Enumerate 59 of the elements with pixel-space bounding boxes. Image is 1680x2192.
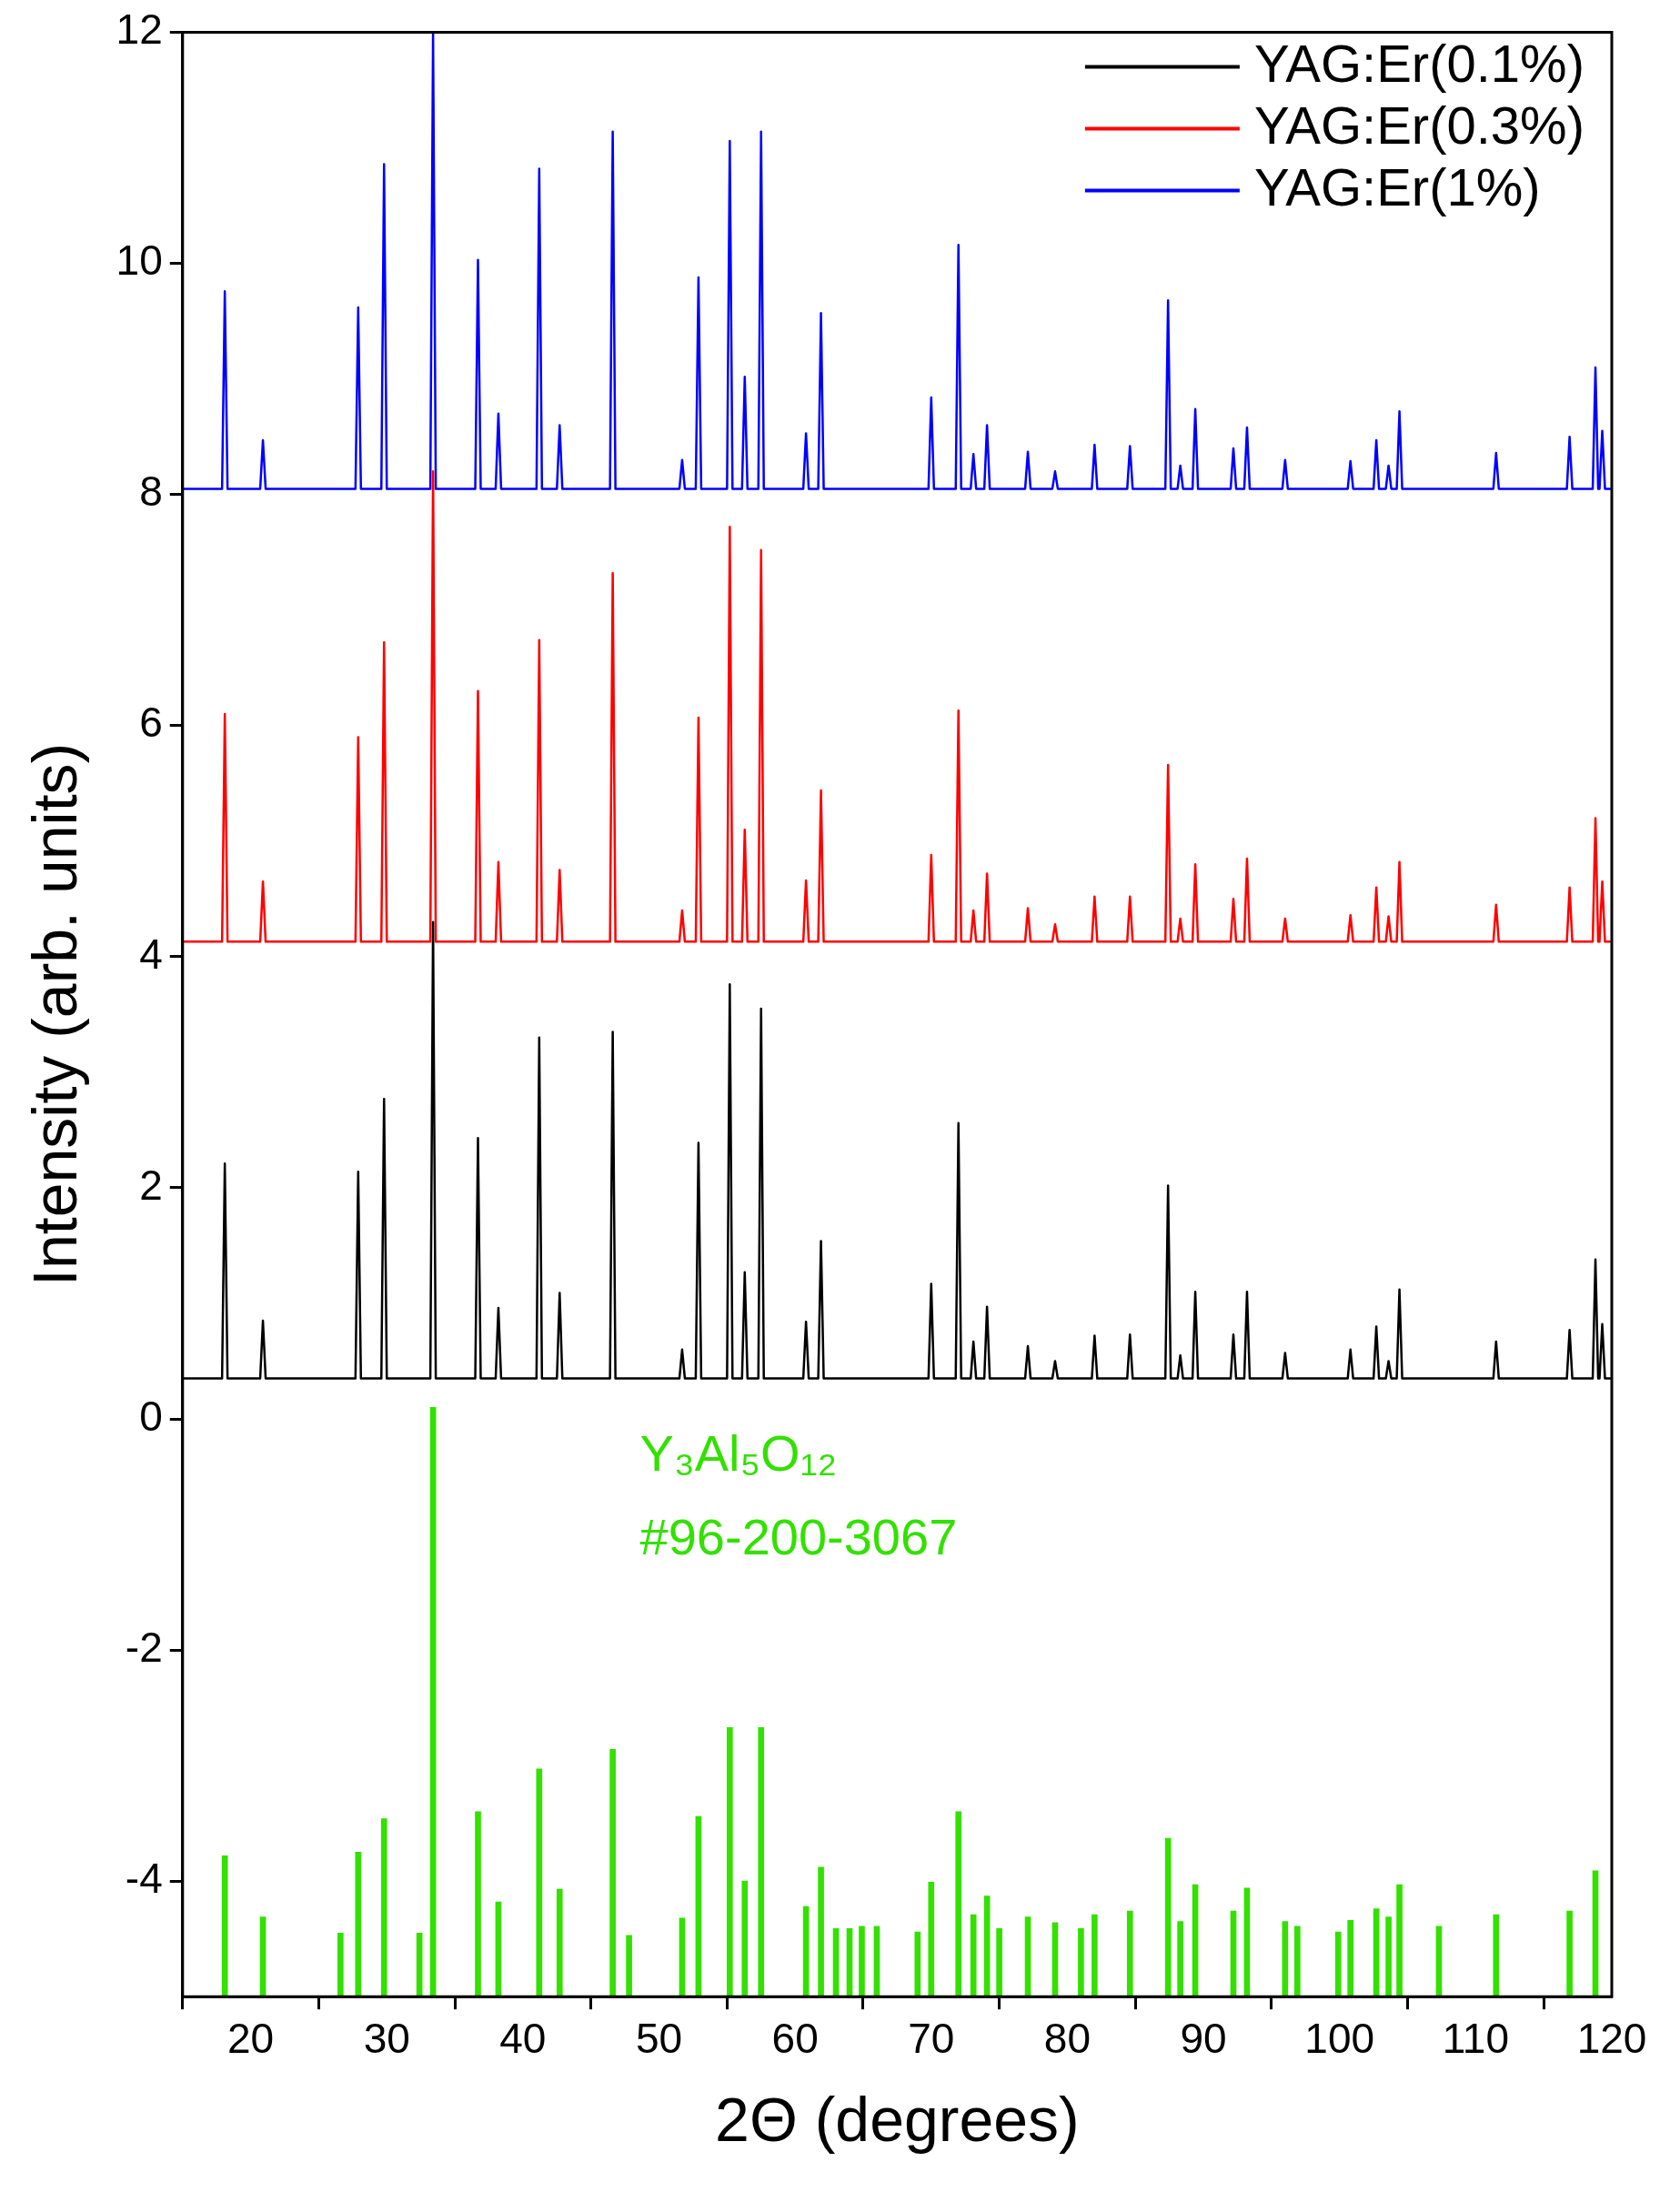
legend-label: YAG:Er(0.3%)	[1253, 95, 1584, 155]
y-tick-label: 4	[139, 930, 163, 978]
bar	[1334, 1931, 1342, 1997]
bar	[536, 1768, 543, 1997]
bar	[818, 1866, 824, 1997]
x-tick-label: 40	[499, 2015, 547, 2063]
bar	[1493, 1914, 1500, 1997]
bar	[1243, 1887, 1251, 1997]
x-tick-label: 50	[635, 2015, 683, 2063]
bar	[1385, 1916, 1392, 1997]
x-axis-title: 2Θ (degrees)	[715, 2084, 1080, 2154]
x-tick-label: 30	[363, 2015, 410, 2063]
y-tick-label: 12	[116, 5, 163, 54]
y-tick-label: 8	[139, 468, 163, 516]
bar	[1177, 1921, 1183, 1997]
bar	[429, 1406, 437, 1997]
bar	[1566, 1910, 1573, 1997]
bar	[955, 1811, 962, 1997]
bar	[970, 1914, 977, 1997]
x-tick-label: 20	[227, 2015, 275, 2063]
bar	[380, 1818, 387, 1997]
x-tick-label: 100	[1304, 2015, 1375, 2063]
bar	[1592, 1870, 1599, 1997]
x-tick-label: 80	[1043, 2015, 1091, 2063]
bar	[928, 1882, 935, 1997]
bar	[475, 1811, 481, 1997]
bar	[1078, 1927, 1084, 1997]
annotation: Y₃Al₅O₁₂	[639, 1423, 838, 1482]
bar	[1396, 1884, 1403, 1997]
annotation: #96-200-3067	[639, 1507, 958, 1565]
y-tick-label: 10	[116, 236, 163, 285]
bar	[914, 1931, 921, 1997]
bar	[337, 1933, 344, 1997]
bar	[626, 1935, 632, 1997]
x-tick-label: 70	[908, 2015, 955, 2063]
y-tick-label: 2	[139, 1161, 163, 1209]
x-tick-label: 110	[1442, 2015, 1510, 2063]
x-tick-label: 60	[771, 2015, 819, 2063]
bar	[996, 1927, 1002, 1997]
legend-label: YAG:Er(0.1%)	[1253, 33, 1584, 93]
bar	[1091, 1914, 1098, 1997]
bar	[726, 1726, 733, 1997]
y-tick-label: 0	[139, 1392, 163, 1440]
bar	[1294, 1926, 1301, 1997]
bar	[556, 1888, 563, 1997]
legend-label: YAG:Er(1%)	[1253, 156, 1541, 216]
y-tick-label: 6	[139, 699, 163, 747]
bar	[758, 1726, 765, 1997]
x-tick-label: 120	[1576, 2015, 1647, 2063]
y-tick-label: -2	[125, 1623, 163, 1671]
bar	[355, 1852, 362, 1997]
y-tick-label: -4	[125, 1854, 163, 1902]
x-tick-label: 90	[1180, 2015, 1227, 2063]
bar	[741, 1880, 749, 1997]
y-axis-title: Intensity (arb. units)	[19, 742, 89, 1286]
bar	[609, 1749, 616, 1997]
bar	[1126, 1910, 1133, 1997]
bar	[1347, 1920, 1354, 1997]
bar	[859, 1926, 865, 1997]
